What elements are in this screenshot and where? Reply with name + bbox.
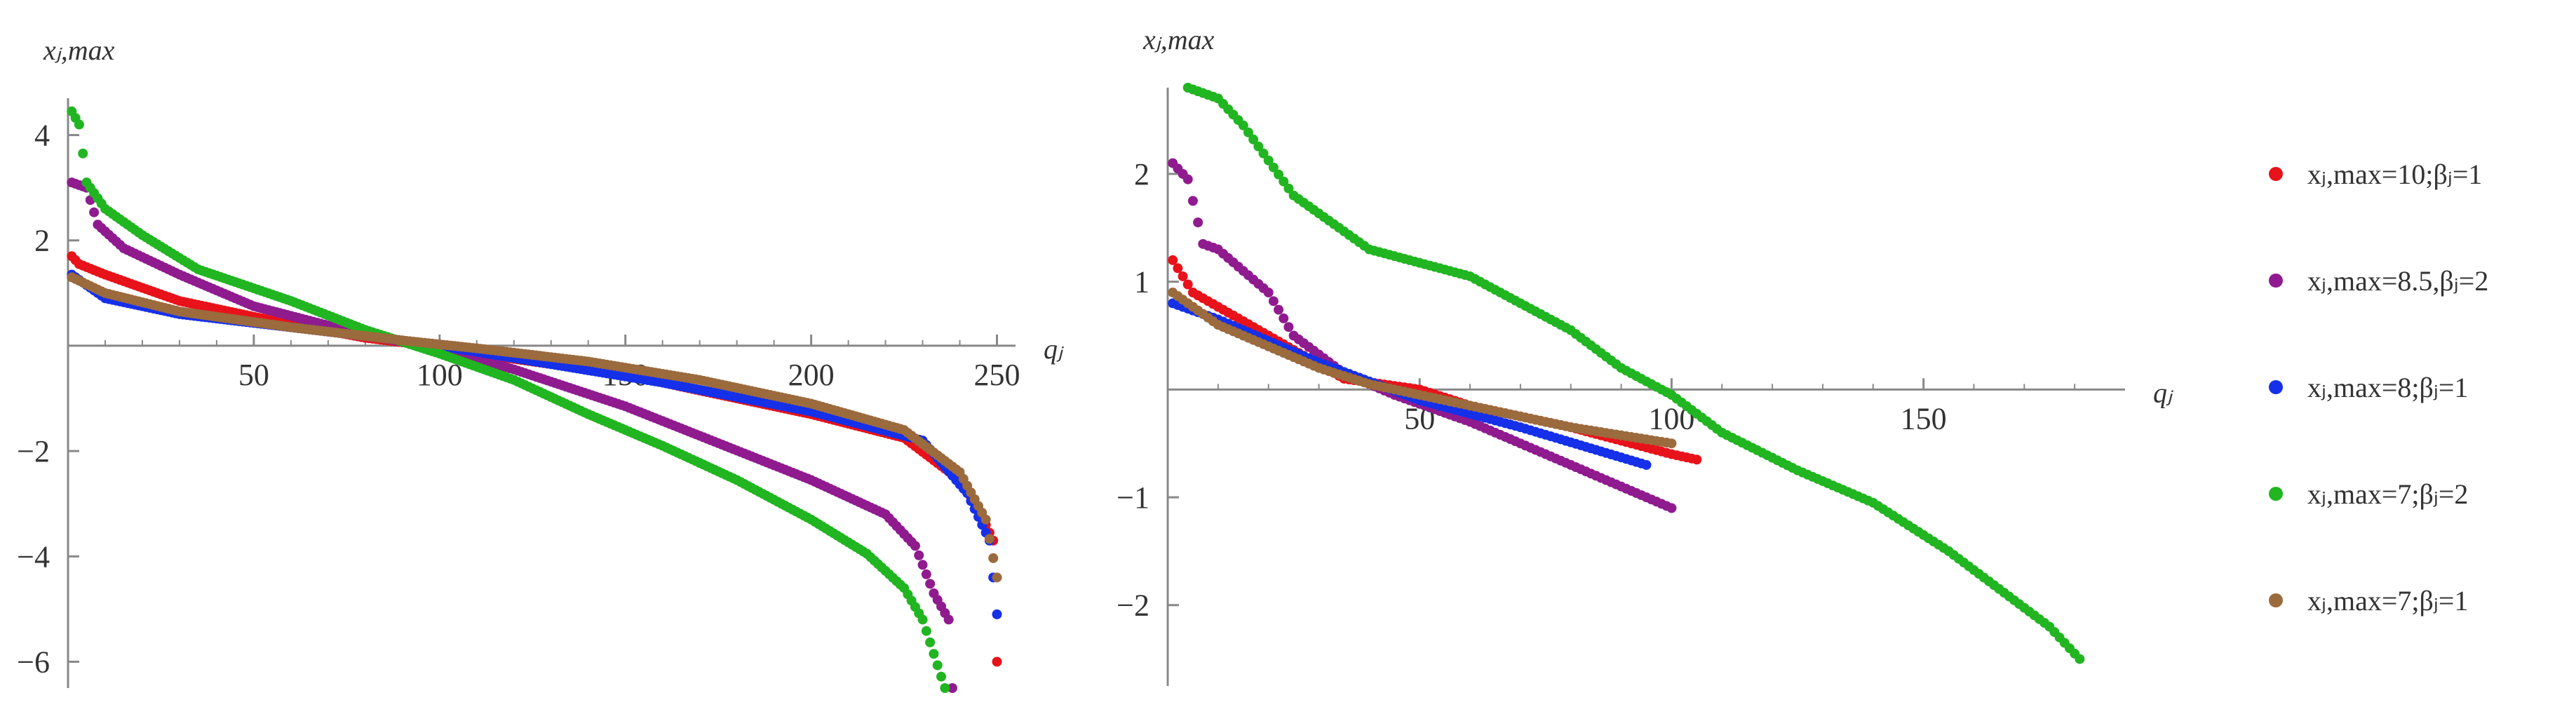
x-tick-label: 250	[974, 358, 1020, 392]
x-axis-label: qⱼ	[1044, 333, 1064, 365]
data-point	[925, 637, 936, 647]
legend-label: xⱼ,max=10;βⱼ=1	[2307, 159, 2482, 190]
series-8f1b8f	[1168, 158, 1677, 513]
data-point	[1258, 148, 1269, 159]
data-point	[947, 683, 957, 693]
y-tick-label: −4	[17, 539, 50, 574]
y-tick-label: 1	[1134, 265, 1149, 299]
data-point	[917, 560, 928, 570]
legend-label: xⱼ,max=8.5,βⱼ=2	[2307, 265, 2488, 297]
data-point	[1238, 120, 1248, 130]
data-point	[1253, 141, 1264, 152]
series-1530e8	[67, 269, 1002, 619]
data-point	[940, 683, 950, 693]
y-tick-label: 4	[34, 119, 50, 153]
legend-marker	[2269, 487, 2283, 501]
data-point	[1263, 155, 1274, 166]
data-point	[936, 671, 947, 682]
data-point	[980, 514, 991, 525]
legend-label: xⱼ,max=8;βⱼ=1	[2307, 372, 2468, 403]
data-point	[1178, 271, 1188, 281]
data-point	[2075, 654, 2085, 664]
legend-marker	[2269, 274, 2283, 288]
y-tick-label: −2	[17, 434, 50, 469]
data-point	[1187, 196, 1198, 206]
y-tick-label: 2	[34, 224, 50, 258]
x-tick-label: 200	[788, 358, 835, 392]
y-tick-label: −2	[1117, 588, 1149, 623]
data-point	[1274, 304, 1284, 315]
data-point	[992, 572, 1002, 583]
data-point	[910, 541, 920, 551]
data-point	[917, 614, 928, 625]
data-point	[1182, 279, 1193, 290]
data-point	[1692, 454, 1702, 465]
data-point	[1279, 176, 1289, 187]
series-8f1b8f	[67, 177, 957, 693]
legend-marker	[2269, 380, 2283, 394]
data-point	[1263, 288, 1274, 298]
data-point	[1283, 183, 1294, 194]
x-tick-label: 50	[238, 358, 269, 392]
series-9b6a3d	[67, 272, 1002, 583]
data-point	[1274, 169, 1284, 180]
legend-marker	[2269, 167, 2283, 181]
series-21b521	[67, 106, 950, 693]
data-point	[1666, 438, 1677, 449]
data-point	[1641, 459, 1652, 470]
legend-label: xⱼ,max=7;βⱼ=2	[2307, 478, 2468, 510]
legend: xⱼ,max=10;βⱼ=1 xⱼ,max=8.5,βⱼ=2 xⱼ,max=8;βⱼ…	[2269, 159, 2488, 617]
data-point	[921, 626, 931, 636]
data-point	[929, 649, 939, 659]
data-point	[932, 660, 943, 671]
y-axis-label: xⱼ,max	[1142, 24, 1215, 55]
data-point	[74, 119, 84, 130]
data-point	[1268, 296, 1279, 307]
series-21b521	[1182, 83, 2085, 664]
data-point	[1666, 503, 1677, 513]
y-tick-label: −1	[1117, 480, 1149, 515]
data-point	[943, 614, 954, 625]
y-tick-label: 2	[1134, 157, 1149, 191]
data-point	[1182, 174, 1193, 184]
series-9b6a3d	[1168, 288, 1677, 449]
data-point	[89, 207, 100, 217]
data-point	[1243, 127, 1253, 137]
x-tick-label: 150	[1901, 401, 1947, 436]
data-point	[1168, 255, 1178, 265]
legend-label: xⱼ,max=7;βⱼ=1	[2307, 585, 2468, 617]
data-point	[914, 550, 924, 560]
data-point	[984, 534, 994, 544]
data-point	[992, 656, 1002, 667]
data-point	[1173, 263, 1183, 274]
data-point	[1283, 322, 1294, 332]
y-axis-label: xⱼ,max	[43, 34, 115, 66]
y-tick-label: −6	[17, 645, 50, 679]
data-point	[1248, 134, 1259, 144]
data-point	[992, 609, 1002, 619]
data-point	[1279, 313, 1289, 323]
data-point	[1268, 162, 1279, 173]
x-axis-label: qⱼ	[2153, 377, 2173, 408]
data-point	[78, 148, 88, 159]
data-point	[925, 579, 936, 589]
data-point	[1193, 217, 1203, 228]
data-point	[988, 553, 999, 563]
legend-marker	[2269, 593, 2283, 607]
data-point	[921, 569, 931, 579]
